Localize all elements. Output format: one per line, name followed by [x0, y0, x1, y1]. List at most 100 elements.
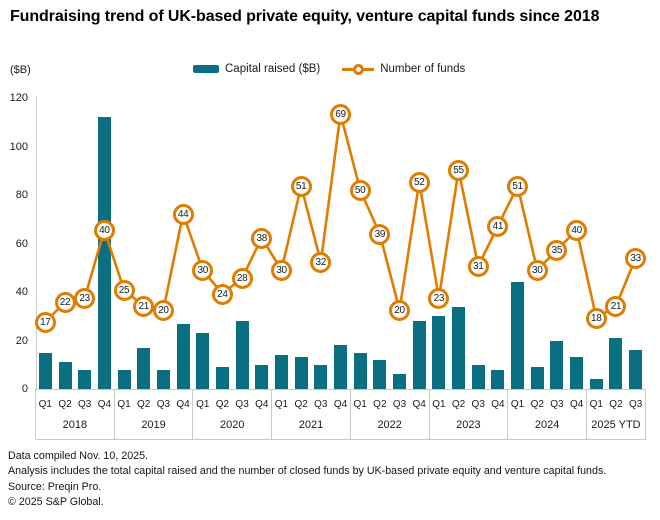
- footnote-copyright: © 2025 S&P Global.: [8, 496, 104, 509]
- bar-2021-q3: [314, 364, 328, 389]
- funds-marker-2020-q2: 24: [211, 283, 233, 305]
- x-tick-label: Q2: [294, 399, 308, 410]
- bar-2024-q4: [570, 357, 584, 389]
- x-tick-label: Q4: [255, 399, 269, 410]
- funds-marker-2023-q2: 55: [448, 159, 470, 181]
- x-tick-label: Q3: [314, 399, 328, 410]
- x-tick-label: Q2: [215, 399, 230, 410]
- legend-bar-label: Capital raised ($B): [225, 63, 321, 75]
- bar-2019-q3: [156, 369, 170, 389]
- funds-marker-2024-q3: 35: [546, 239, 568, 261]
- x-tick-label: Q3: [471, 399, 485, 410]
- y-axis-tick-label: 80: [15, 189, 28, 201]
- bar-2021-q4: [334, 345, 347, 389]
- x-tick-label: Q1: [589, 399, 603, 410]
- year-label: 2024: [534, 419, 560, 431]
- funds-marker-2022-q4: 52: [408, 171, 430, 193]
- bar-2018-q3: [78, 369, 92, 389]
- bar-2019-q4: [176, 323, 190, 389]
- bar-2023-q4: [491, 369, 505, 389]
- year-separator: [113, 389, 115, 439]
- legend-item-number-of-funds: Number of funds: [342, 63, 465, 75]
- bar-2022-q2: [373, 359, 387, 389]
- bar-2018-q2: [58, 362, 72, 389]
- funds-marker-2022-q1: 50: [349, 179, 371, 201]
- y-axis-unit-label: ($B): [10, 64, 31, 76]
- x-tick-label: Q4: [97, 399, 112, 410]
- year-label: 2025 YTD: [591, 419, 641, 431]
- funds-marker-2024-q4: 40: [566, 219, 588, 241]
- bar-2022-q4: [412, 321, 426, 389]
- x-tick-label: Q3: [78, 399, 92, 410]
- bar-2021-q1: [274, 355, 288, 389]
- x-tick-label: Q1: [196, 399, 210, 410]
- year-separator: [428, 389, 430, 439]
- y-axis-tick-label: 120: [9, 92, 28, 104]
- x-tick-label: Q1: [274, 399, 289, 410]
- x-tick-label: Q1: [117, 399, 131, 410]
- legend: Capital raised ($B) Number of funds: [193, 63, 465, 75]
- year-label: 2022: [377, 419, 402, 431]
- y-axis-line: [35, 96, 37, 389]
- funds-marker-2020-q1: 30: [192, 259, 214, 281]
- bar-2025-q2: [609, 338, 623, 389]
- funds-marker-2025-q2: 21: [605, 295, 627, 317]
- chart-title: Fundraising trend of UK-based private eq…: [10, 8, 600, 25]
- funds-marker-2020-q3: 28: [231, 267, 253, 289]
- x-tick-label: Q3: [235, 399, 249, 410]
- bar-2025-q1: [589, 379, 603, 389]
- x-tick-label: Q2: [530, 399, 544, 410]
- year-separator: [192, 389, 194, 439]
- year-label: 2023: [456, 419, 481, 431]
- bar-2019-q1: [117, 369, 131, 389]
- funds-marker-2018-q4: 40: [93, 219, 115, 241]
- bar-2020-q1: [196, 333, 210, 389]
- x-axis-bottom-border: [35, 439, 646, 440]
- funds-marker-2023-q4: 41: [487, 215, 509, 237]
- x-tick-label: Q3: [628, 399, 643, 410]
- footnote-analysis: Analysis includes the total capital rais…: [8, 465, 607, 478]
- bar-2025-q3: [629, 350, 643, 389]
- funds-marker-2021-q2: 51: [290, 175, 312, 197]
- x-tick-label: Q4: [569, 399, 584, 410]
- year-label: 2019: [141, 419, 166, 431]
- bar-2018-q4: [97, 117, 111, 389]
- funds-marker-2022-q2: 39: [369, 223, 391, 245]
- x-tick-label: Q2: [137, 399, 151, 410]
- funds-marker-2024-q1: 51: [507, 175, 529, 197]
- x-tick-label: Q1: [510, 399, 525, 410]
- y-axis-tick-label: 20: [15, 334, 28, 347]
- bar-2021-q2: [294, 357, 308, 389]
- y-axis-tick-label: 40: [15, 286, 28, 298]
- bar-2023-q1: [432, 316, 446, 389]
- year-separator: [507, 389, 509, 439]
- bar-2023-q2: [452, 306, 466, 389]
- x-tick-label: Q3: [392, 399, 407, 410]
- year-label: 2018: [62, 419, 88, 431]
- legend-line-label: Number of funds: [380, 63, 466, 75]
- year-label: 2020: [220, 419, 245, 431]
- bar-series-swatch: [193, 65, 219, 73]
- bar-2020-q3: [235, 321, 249, 389]
- x-tick-label: Q4: [412, 399, 426, 410]
- bar-2022-q3: [393, 374, 407, 389]
- funds-marker-2018-q3: 23: [74, 287, 96, 309]
- y-axis-tick-label: 100: [9, 140, 28, 153]
- x-tick-label: Q3: [156, 399, 171, 410]
- funds-marker-2019-q3: 20: [152, 299, 174, 321]
- footnotes: Data compiled Nov. 10, 2025. Analysis in…: [8, 449, 656, 511]
- footnote-data-compiled: Data compiled Nov. 10, 2025.: [8, 450, 149, 462]
- funds-marker-2020-q4: 38: [251, 227, 273, 249]
- funds-marker-2019-q4: 44: [172, 203, 194, 225]
- year-separator: [349, 389, 351, 439]
- x-tick-label: Q4: [333, 399, 348, 410]
- x-tick-label: Q1: [38, 399, 52, 410]
- x-tick-label: Q2: [373, 399, 387, 410]
- funds-marker-2018-q2: 22: [54, 291, 76, 313]
- funds-marker-2023-q1: 23: [428, 287, 450, 309]
- funds-marker-2024-q2: 30: [526, 259, 548, 281]
- x-tick-label: Q2: [451, 399, 466, 410]
- bar-2018-q1: [38, 352, 52, 389]
- x-tick-label: Q4: [491, 399, 505, 410]
